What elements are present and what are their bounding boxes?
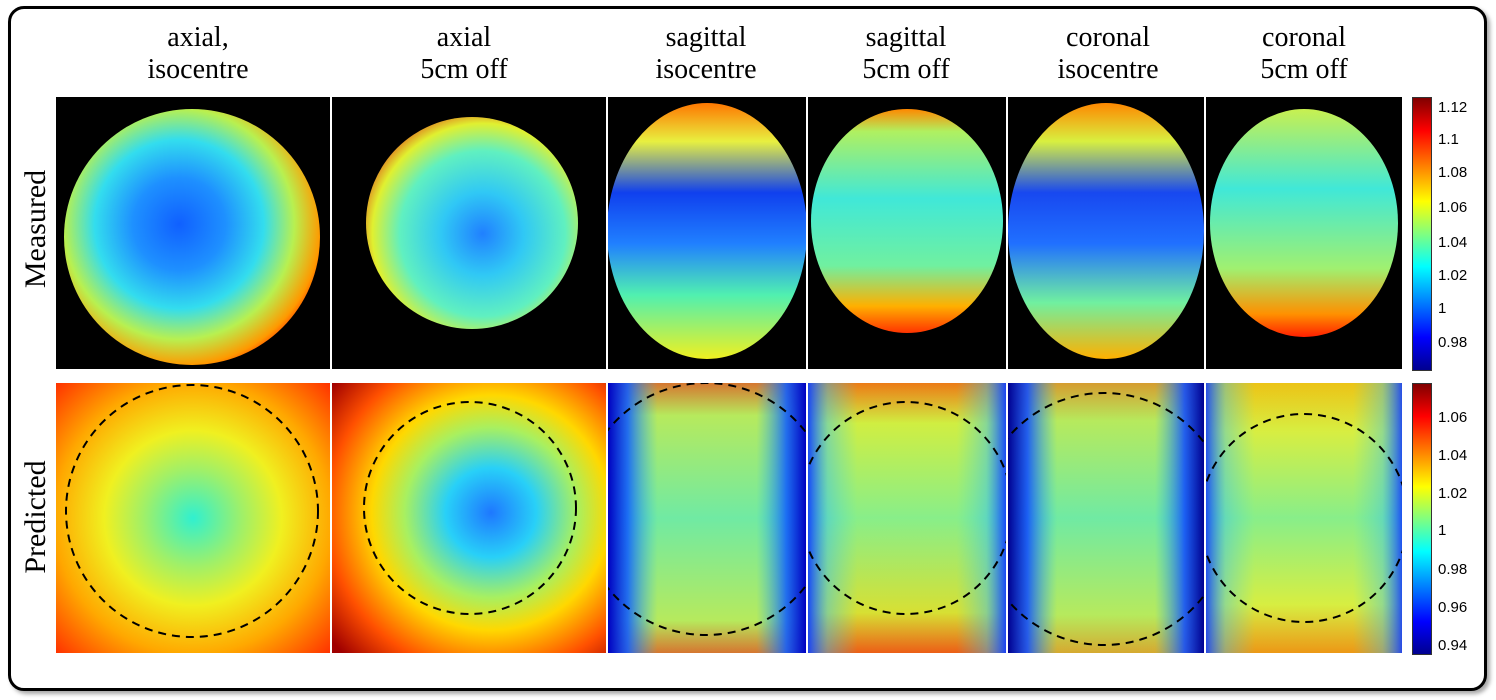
column-title-sagittal-isocentre: sagittal isocentre [606, 22, 806, 86]
measured-coronal-isocentre [1008, 97, 1204, 369]
column-title-coronal-5cm-off: coronal 5cm off [1204, 22, 1404, 86]
column-title-axial-isocentre: axial, isocentre [98, 22, 298, 86]
column-title-line2: isocentre [655, 54, 757, 85]
column-title-line1: sagittal [665, 22, 747, 53]
colorbar-tick-label: 0.96 [1438, 599, 1468, 616]
colorbar-tick-label: 1.02 [1438, 485, 1468, 502]
colorbar-tick-label: 1.02 [1438, 267, 1468, 284]
phantom-outline [363, 401, 577, 615]
predicted-colorbar [1412, 383, 1432, 655]
colorbar-tick-label: 1 [1438, 300, 1447, 317]
colorbar-tick-label: 1.06 [1438, 409, 1468, 426]
predicted-axial-isocentre [56, 383, 330, 653]
column-title-line1: coronal [1262, 22, 1346, 53]
column-title-line2: 5cm off [420, 54, 508, 85]
measured-coronal-5cm-off [1206, 97, 1402, 369]
column-title-line1: sagittal [865, 22, 947, 53]
row-label-measured: Measured [19, 169, 52, 289]
predicted-sagittal-5cm-off [808, 383, 1006, 653]
column-title-line2: isocentre [1057, 54, 1159, 85]
column-title-line1: axial, [167, 22, 229, 53]
colorbar-tick-label: 1.04 [1438, 234, 1468, 251]
column-title-coronal-isocentre: coronal isocentre [1008, 22, 1208, 86]
row-label-predicted: Predicted [19, 460, 52, 574]
column-title-line2: 5cm off [1260, 54, 1348, 85]
measured-colorbar [1412, 97, 1432, 371]
colorbar-tick-label: 0.94 [1438, 637, 1468, 654]
measured-sagittal-5cm-off [808, 97, 1006, 369]
phantom-outline [608, 383, 806, 636]
column-title-axial-5cm-off: axial 5cm off [364, 22, 564, 86]
predicted-axial-5cm-off [332, 383, 606, 653]
colorbar-tick-label: 1 [1438, 522, 1447, 539]
predicted-sagittal-isocentre [608, 383, 806, 653]
measured-axial-isocentre [56, 97, 330, 369]
colorbar-tick-label: 1.12 [1438, 99, 1468, 116]
column-title-line2: isocentre [147, 54, 249, 85]
colorbar-tick-label: 1.08 [1438, 164, 1468, 181]
colorbar-tick-label: 1.04 [1438, 447, 1468, 464]
phantom-outline [65, 384, 319, 638]
measured-sagittal-isocentre [608, 97, 806, 369]
predicted-coronal-5cm-off [1206, 383, 1402, 653]
column-title-line1: axial [436, 22, 492, 53]
colorbar-tick-label: 1.1 [1438, 131, 1459, 148]
colorbar-tick-label: 0.98 [1438, 561, 1468, 578]
colorbar-tick-label: 0.98 [1438, 334, 1468, 351]
column-title-sagittal-5cm-off: sagittal 5cm off [806, 22, 1006, 86]
phantom-outline [1008, 392, 1204, 646]
column-title-line1: coronal [1066, 22, 1150, 53]
colorbar-tick-label: 1.06 [1438, 199, 1468, 216]
column-title-line2: 5cm off [862, 54, 950, 85]
measured-axial-5cm-off [332, 97, 606, 369]
predicted-coronal-isocentre [1008, 383, 1204, 653]
